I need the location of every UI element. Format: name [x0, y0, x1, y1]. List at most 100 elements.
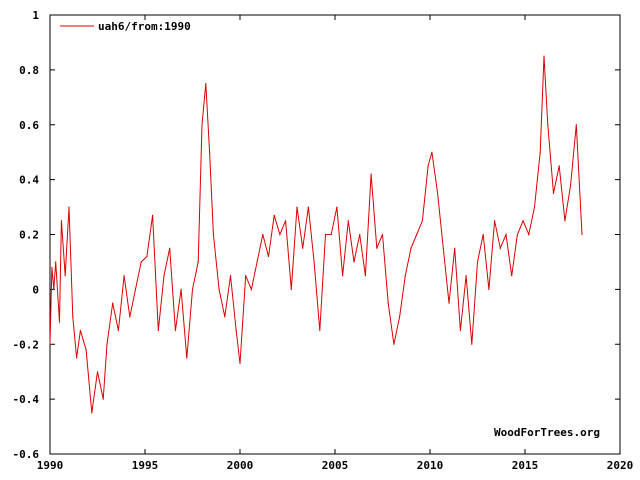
- data-point: [543, 55, 545, 57]
- data-point: [482, 233, 484, 236]
- legend: uah6/from:1990: [60, 20, 191, 33]
- data-point: [564, 220, 566, 222]
- x-tick-label: 2010: [417, 459, 444, 472]
- x-tick-label: 2020: [607, 459, 634, 472]
- data-point: [152, 214, 154, 216]
- data-point: [123, 275, 125, 277]
- data-point: [410, 247, 412, 249]
- data-point: [459, 329, 461, 332]
- data-point: [581, 233, 583, 236]
- data-point: [134, 288, 137, 290]
- y-tick-label: 0.2: [19, 229, 39, 242]
- y-tick-label: -0.6: [13, 448, 40, 461]
- data-point: [416, 233, 418, 236]
- data-point: [91, 412, 93, 414]
- data-point: [511, 275, 513, 277]
- data-point: [267, 255, 270, 258]
- data-point: [421, 220, 423, 222]
- data-point: [169, 247, 171, 249]
- data-point: [140, 261, 142, 263]
- data-point: [218, 288, 220, 290]
- x-axis: 1990 1995 2000 2005 2010 2015 2020: [37, 15, 634, 472]
- data-point: [342, 275, 344, 277]
- data-point: [494, 220, 496, 222]
- data-point: [285, 220, 287, 222]
- data-point: [476, 261, 479, 263]
- data-point: [471, 343, 473, 345]
- x-tick-label: 2000: [227, 459, 254, 472]
- y-tick-label: 0.8: [19, 64, 39, 77]
- data-point: [224, 316, 226, 318]
- data-point: [570, 184, 572, 186]
- data-point: [522, 220, 524, 222]
- data-point: [364, 275, 366, 277]
- data-point: [102, 398, 104, 400]
- y-tick-label: 0.4: [19, 174, 39, 187]
- data-point: [186, 357, 188, 359]
- data-point: [256, 261, 258, 263]
- data-point: [229, 275, 232, 277]
- data-point: [359, 233, 361, 236]
- series-points: [49, 55, 583, 414]
- y-tick-label: 0: [32, 283, 39, 296]
- x-tick-label: 1990: [37, 459, 64, 472]
- data-point: [201, 124, 203, 126]
- y-tick-label: -0.2: [13, 338, 40, 351]
- data-point: [296, 206, 298, 208]
- x-tick-label: 1995: [132, 459, 159, 472]
- data-point: [488, 288, 490, 290]
- data-point: [235, 329, 237, 332]
- data-point: [163, 275, 165, 277]
- data-point: [106, 343, 108, 345]
- y-tick-label: 0.6: [19, 119, 39, 132]
- data-point: [558, 165, 560, 167]
- legend-label: uah6/from:1990: [98, 20, 191, 33]
- y-tick-label: -0.4: [13, 393, 40, 406]
- data-point: [547, 124, 549, 126]
- data-point: [336, 206, 338, 208]
- data-point: [307, 206, 309, 208]
- data-point: [64, 275, 66, 277]
- data-point: [499, 247, 501, 249]
- data-point: [427, 165, 429, 167]
- x-tick-label: 2015: [512, 459, 539, 472]
- data-point: [387, 302, 389, 304]
- data-point: [209, 151, 211, 153]
- data-point: [442, 247, 444, 249]
- data-point: [431, 151, 433, 153]
- credit-label: WoodForTrees.org: [494, 426, 600, 439]
- data-point: [552, 192, 555, 194]
- data-point: [112, 302, 114, 304]
- y-axis: -0.6 -0.4 -0.2 0 0.2 0.4 0.6 0.8 1: [13, 9, 620, 461]
- data-point: [330, 233, 332, 236]
- data-point: [353, 261, 355, 263]
- data-point: [60, 220, 63, 222]
- data-point: [376, 247, 378, 249]
- plot-frame: [49, 14, 621, 455]
- data-point: [448, 302, 450, 304]
- data-point: [174, 329, 176, 332]
- data-point: [516, 233, 519, 236]
- data-point: [313, 261, 315, 263]
- data-point: [239, 362, 241, 365]
- data-point: [85, 349, 87, 351]
- data-point: [279, 233, 281, 236]
- data-point: [49, 343, 51, 345]
- y-tick-label: 1: [32, 9, 39, 22]
- data-point: [205, 82, 207, 85]
- data-point: [191, 288, 194, 290]
- data-point: [437, 192, 439, 194]
- data-point: [157, 329, 159, 332]
- data-point: [381, 233, 384, 236]
- data-point: [465, 275, 467, 277]
- data-point: [393, 343, 395, 345]
- data-point: [404, 275, 406, 277]
- data-point: [129, 316, 131, 318]
- data-point: [180, 288, 182, 290]
- data-point: [212, 233, 214, 236]
- data-point: [79, 329, 81, 332]
- data-point: [324, 233, 327, 236]
- data-point: [399, 316, 401, 318]
- data-point: [347, 220, 349, 222]
- data-point: [117, 329, 119, 332]
